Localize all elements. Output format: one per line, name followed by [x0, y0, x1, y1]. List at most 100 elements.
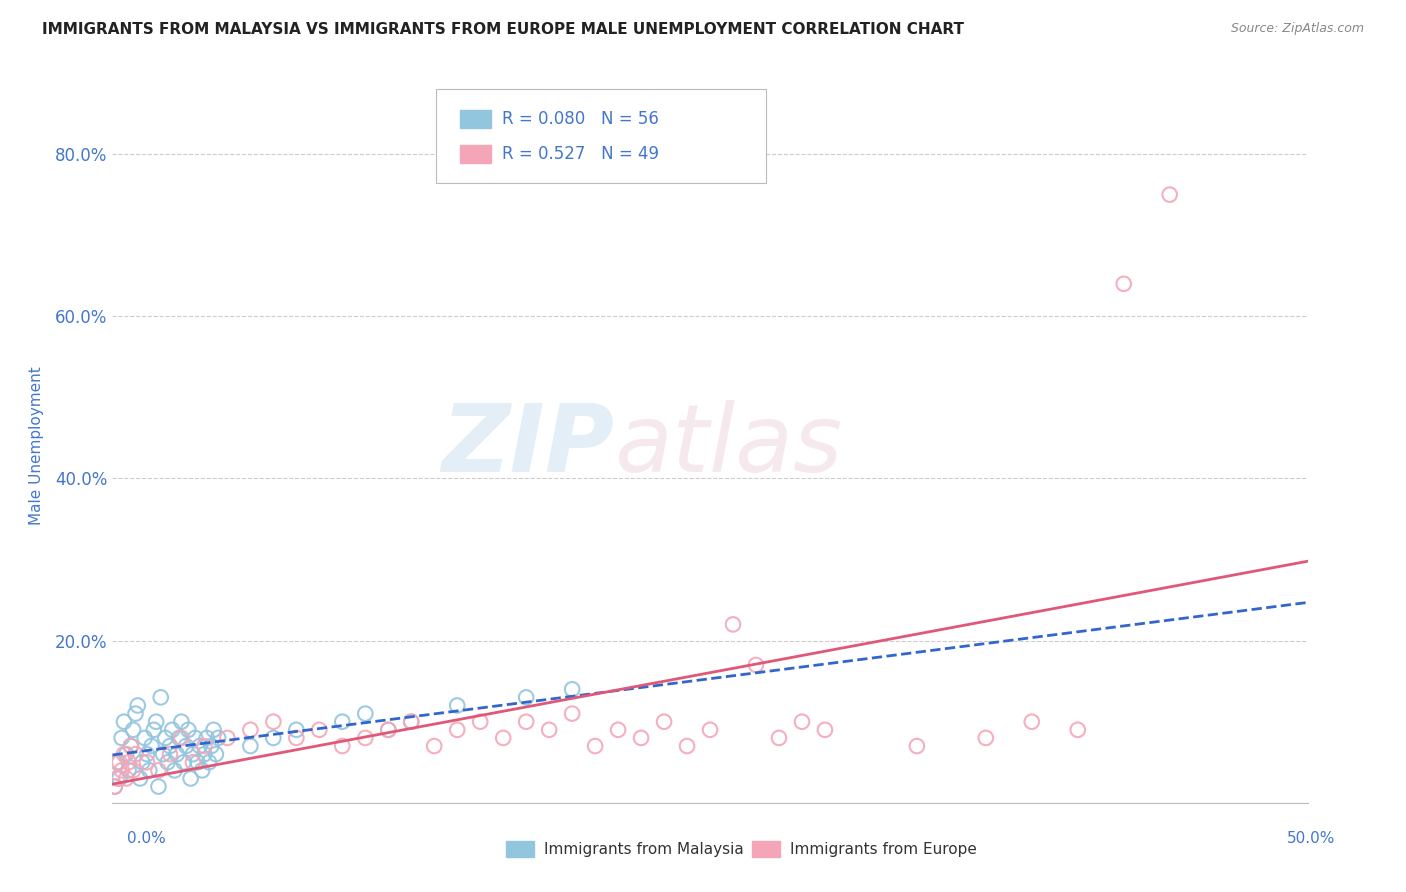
Text: ZIP: ZIP: [441, 400, 614, 492]
Point: [195, 731, 218, 745]
Point: [148, 764, 170, 778]
Point: [136, 756, 159, 770]
Point: [538, 723, 561, 737]
Point: [814, 723, 837, 737]
Point: [905, 739, 928, 753]
Point: [676, 739, 699, 753]
Point: [142, 723, 165, 737]
Point: [200, 739, 222, 753]
Point: [166, 747, 188, 761]
Point: [180, 772, 202, 786]
Point: [167, 731, 190, 745]
Point: [515, 690, 537, 705]
Point: [112, 714, 135, 729]
Point: [127, 698, 149, 713]
Point: [699, 723, 721, 737]
Point: [136, 747, 159, 761]
Point: [174, 739, 197, 753]
Text: Source: ZipAtlas.com: Source: ZipAtlas.com: [1230, 22, 1364, 36]
Point: [188, 739, 211, 753]
Point: [446, 723, 468, 737]
Point: [205, 747, 228, 761]
Point: [131, 756, 153, 770]
Point: [111, 764, 134, 778]
Point: [492, 731, 515, 745]
Point: [193, 747, 215, 761]
Point: [354, 706, 377, 721]
Point: [652, 714, 675, 729]
Point: [217, 731, 239, 745]
Point: [202, 723, 225, 737]
Text: 50.0%: 50.0%: [1288, 831, 1336, 846]
Point: [583, 739, 606, 753]
Point: [149, 690, 172, 705]
Point: [181, 756, 204, 770]
Point: [152, 747, 174, 761]
Point: [104, 780, 127, 794]
Point: [122, 723, 145, 737]
Point: [354, 731, 377, 745]
Y-axis label: Male Unemployment: Male Unemployment: [30, 367, 44, 525]
Point: [191, 764, 214, 778]
Point: [104, 780, 127, 794]
Point: [111, 731, 134, 745]
Point: [745, 657, 768, 672]
Point: [561, 682, 583, 697]
Point: [120, 739, 142, 753]
Point: [105, 772, 128, 786]
Point: [308, 723, 330, 737]
Point: [156, 756, 179, 770]
Point: [207, 731, 229, 745]
Point: [134, 731, 156, 745]
Point: [630, 731, 652, 745]
Text: 0.0%: 0.0%: [127, 831, 166, 846]
Text: Immigrants from Malaysia: Immigrants from Malaysia: [544, 842, 744, 856]
Point: [186, 756, 208, 770]
Point: [607, 723, 630, 737]
Point: [184, 731, 207, 745]
Point: [115, 747, 138, 761]
Point: [285, 723, 308, 737]
Point: [401, 714, 423, 729]
Point: [561, 706, 583, 721]
Point: [377, 723, 399, 737]
Text: atlas: atlas: [614, 401, 842, 491]
Text: R = 0.080   N = 56: R = 0.080 N = 56: [502, 110, 659, 128]
Point: [446, 698, 468, 713]
Point: [129, 772, 152, 786]
Text: R = 0.527   N = 49: R = 0.527 N = 49: [502, 145, 659, 163]
Point: [330, 714, 353, 729]
Point: [177, 723, 200, 737]
Point: [117, 756, 139, 770]
Point: [117, 764, 139, 778]
Point: [401, 714, 423, 729]
Point: [124, 706, 146, 721]
Point: [145, 714, 167, 729]
Text: IMMIGRANTS FROM MALAYSIA VS IMMIGRANTS FROM EUROPE MALE UNEMPLOYMENT CORRELATION: IMMIGRANTS FROM MALAYSIA VS IMMIGRANTS F…: [42, 22, 965, 37]
Point: [470, 714, 492, 729]
Point: [105, 756, 128, 770]
Point: [423, 739, 446, 753]
Point: [138, 764, 160, 778]
Point: [330, 739, 353, 753]
Point: [1067, 723, 1090, 737]
Point: [155, 731, 177, 745]
Point: [1112, 277, 1135, 291]
Point: [377, 723, 399, 737]
Point: [721, 617, 744, 632]
Point: [239, 723, 262, 737]
Point: [198, 756, 221, 770]
Point: [262, 731, 284, 745]
Point: [170, 714, 193, 729]
Point: [1021, 714, 1043, 729]
Point: [181, 747, 204, 761]
Point: [193, 739, 215, 753]
Point: [112, 747, 135, 761]
Point: [768, 731, 790, 745]
Point: [173, 756, 195, 770]
Point: [159, 739, 181, 753]
Point: [159, 747, 181, 761]
Point: [108, 772, 131, 786]
Point: [239, 739, 262, 753]
Point: [515, 714, 537, 729]
